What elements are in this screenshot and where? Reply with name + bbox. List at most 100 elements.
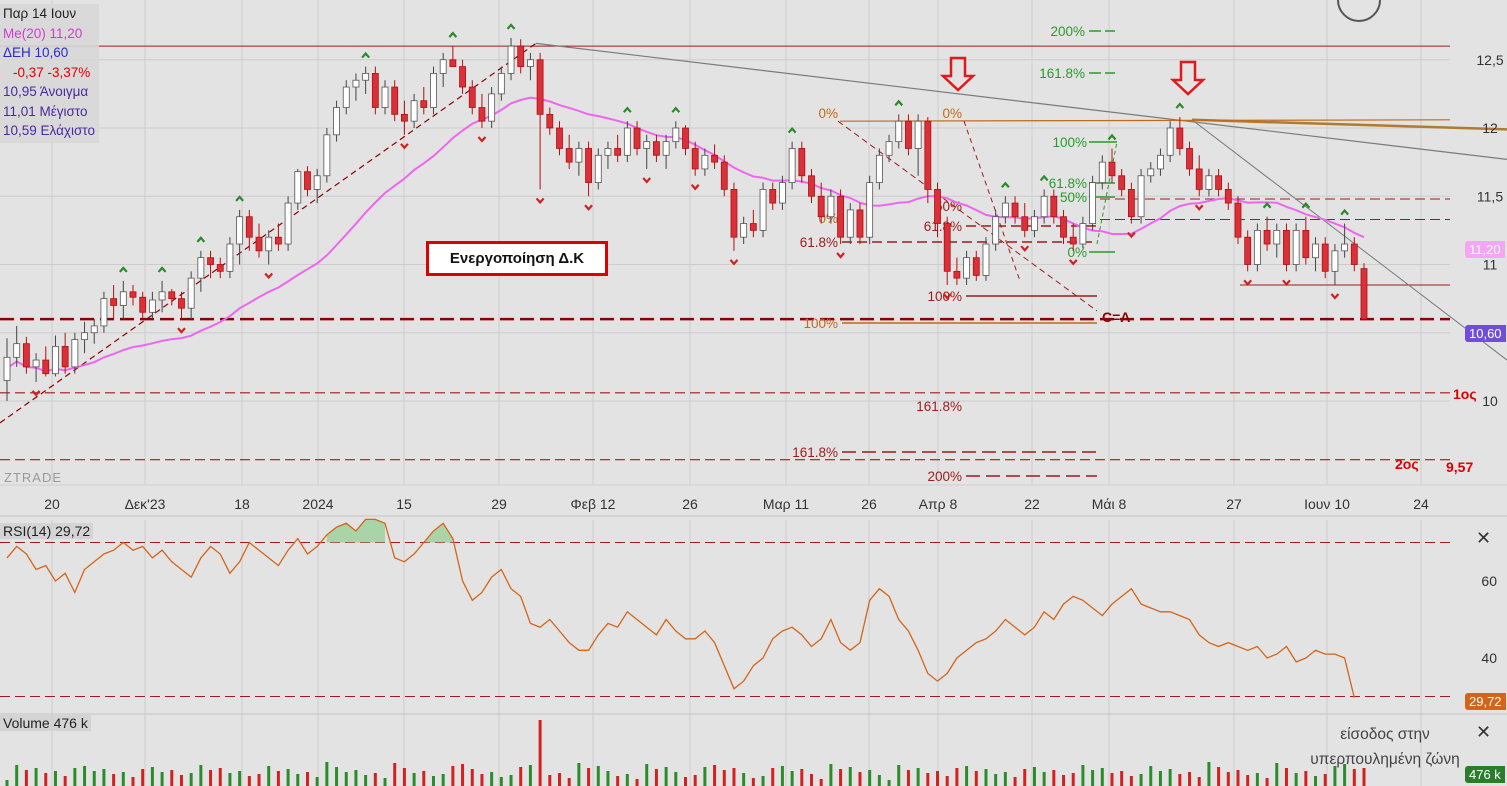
fractal-down-arrow: [264, 272, 274, 280]
volume-bar: [1149, 766, 1153, 786]
legend-open: 10,95 Άνοιγμα: [3, 84, 89, 99]
candle-body: [304, 171, 311, 190]
volume-bar: [150, 767, 154, 786]
candle-body: [633, 127, 641, 149]
candle-body: [575, 148, 583, 163]
volume-bar: [1294, 773, 1298, 786]
candle-body: [653, 141, 660, 156]
volume-bar: [5, 780, 9, 786]
candle-body: [1331, 250, 1339, 272]
volume-bar: [92, 771, 96, 786]
fib-label: 161.8%: [792, 445, 838, 460]
volume-bar: [1003, 772, 1007, 786]
fractal-down-arrow: [477, 136, 487, 143]
x-tick-label: Απρ 8: [919, 496, 958, 512]
candle-body: [430, 73, 437, 108]
trendlines: [0, 42, 1507, 424]
volume-bar: [373, 773, 377, 786]
annotation-box: Ενεργοποίηση Δ.Κ: [426, 241, 608, 276]
ca-label: C=A: [1102, 309, 1130, 325]
legend-info: Παρ 14 Ιουν Me(20) 11,20 ΔΕΗ 10,60 -0,37…: [0, 4, 99, 143]
candle-body: [875, 154, 883, 184]
volume-bar: [1013, 777, 1017, 786]
volume-bar: [1275, 763, 1279, 786]
volume-bar: [713, 765, 717, 786]
candle-body: [779, 182, 786, 204]
candle-body: [323, 134, 331, 177]
candle-body: [61, 345, 69, 368]
y-tick-label: 11,5: [1477, 188, 1503, 204]
fib-label: 161.8%: [1039, 66, 1085, 81]
candle-body: [148, 299, 156, 313]
zero-line: [839, 119, 1451, 122]
volume-close-icon[interactable]: ✕: [1476, 722, 1492, 742]
volume-bar: [1226, 772, 1230, 786]
fractal-down-arrow: [1068, 259, 1078, 266]
legend-low: 10,59 Ελάχιστο: [3, 123, 95, 138]
candle-body: [769, 189, 777, 204]
candle-body: [507, 45, 515, 74]
fractal-down-arrow: [729, 259, 739, 266]
candle-body: [1253, 229, 1261, 265]
fractal-down-arrow: [1020, 245, 1030, 252]
candle-body: [672, 127, 680, 143]
volume-bar: [325, 762, 329, 786]
volume-bar: [577, 763, 581, 786]
fib-label: 200%: [1050, 24, 1085, 39]
volume-bar: [1197, 777, 1201, 786]
candle-body: [517, 45, 525, 67]
candle-body: [1215, 175, 1223, 190]
candle-body: [1040, 195, 1048, 218]
candle-body: [1079, 223, 1087, 245]
candle-body: [178, 298, 185, 309]
candle-body: [827, 195, 835, 218]
x-tick-label: Φεβ 12: [571, 496, 616, 512]
fib-label: 61.8%: [1049, 176, 1087, 191]
candle-body: [197, 257, 205, 279]
fractal-down-arrow: [1282, 279, 1291, 286]
candle-body: [42, 359, 50, 375]
target-2-value: 9,57: [1446, 459, 1473, 475]
fractal-down-arrow: [836, 252, 845, 259]
red-down-arrow: [939, 56, 977, 92]
green-fib-line: [1096, 141, 1118, 245]
volume-bar: [625, 774, 629, 786]
rsi-tick-label: 40: [1481, 650, 1497, 666]
y-tick-label: 11: [1483, 257, 1498, 273]
candle-body: [488, 93, 496, 122]
volume-bar: [490, 772, 494, 786]
volume-bar: [654, 769, 658, 786]
fib-label: 0%: [1067, 245, 1087, 260]
volume-bar: [73, 768, 77, 786]
panel-separators: [0, 515, 1507, 715]
fractal-up-arrow: [448, 31, 458, 38]
rsi-close-icon[interactable]: ✕: [1476, 528, 1492, 548]
fractal-down-arrow: [690, 184, 700, 191]
fractal-down-arrow: [400, 143, 409, 150]
fractal-up-arrow: [157, 266, 167, 273]
fractal-up-arrow: [1039, 174, 1049, 182]
volume-bar: [858, 772, 862, 786]
y-tick-label: 12: [1482, 120, 1498, 136]
candle-body: [22, 343, 30, 368]
legend-ma: Me(20) 11,20: [3, 25, 83, 41]
rsi-label: RSI(14) 29,72: [0, 523, 94, 539]
x-tick-label: 22: [1024, 496, 1040, 512]
downtrend-line: [535, 42, 1507, 160]
fib-label: 0%: [942, 106, 962, 121]
rsi-series: [6, 518, 1355, 698]
volume-label: Volume 476 k: [0, 715, 91, 731]
candle-body: [1069, 236, 1077, 245]
fractal-up-arrow: [671, 106, 681, 113]
candle-body: [1166, 127, 1174, 156]
candle-body: [478, 107, 486, 122]
volume-bar: [24, 770, 28, 786]
candle-body: [1127, 189, 1135, 218]
candle-body: [1098, 161, 1106, 184]
volume-bar: [451, 766, 455, 786]
volume-bar: [1052, 770, 1056, 786]
candle-body: [1089, 182, 1097, 224]
candle-body: [1360, 268, 1368, 320]
candle-body: [371, 73, 379, 108]
